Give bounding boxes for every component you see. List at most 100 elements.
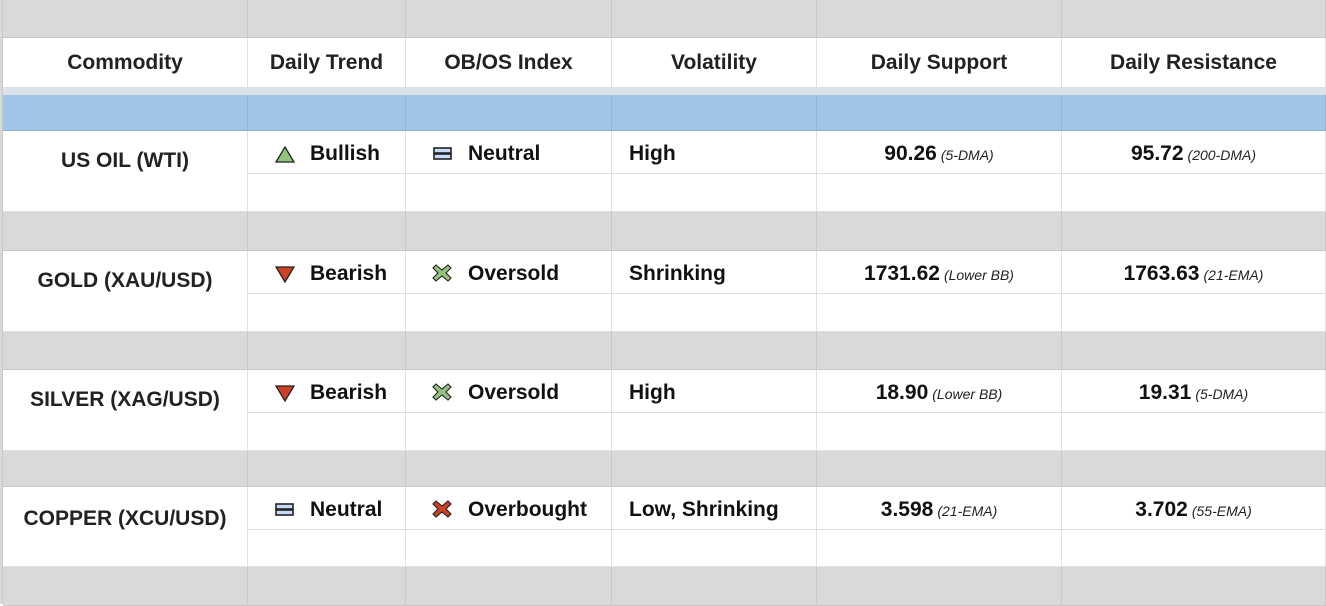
equals-icon — [275, 503, 294, 516]
cell[interactable] — [406, 567, 612, 606]
cell[interactable] — [406, 413, 612, 451]
cell[interactable]: COPPER (XCU/USD) — [3, 487, 248, 530]
cross-green-icon — [432, 264, 452, 282]
cell[interactable] — [817, 212, 1062, 251]
cell[interactable] — [817, 0, 1062, 38]
cell[interactable]: Oversold — [406, 251, 612, 294]
cell[interactable] — [1062, 95, 1326, 131]
cell[interactable] — [612, 174, 817, 212]
cell[interactable]: Low, Shrinking — [612, 487, 817, 530]
cell[interactable]: Bearish — [248, 251, 406, 294]
cell[interactable]: 90.26 (5-DMA) — [817, 131, 1062, 174]
cell[interactable] — [817, 294, 1062, 332]
cell[interactable] — [1062, 174, 1326, 212]
cell[interactable] — [612, 451, 817, 487]
cell[interactable]: 19.31 (5-DMA) — [1062, 370, 1326, 413]
cell[interactable] — [248, 530, 406, 567]
cell[interactable] — [248, 567, 406, 606]
cell[interactable] — [248, 0, 406, 38]
cell[interactable] — [817, 95, 1062, 131]
cell[interactable] — [1062, 451, 1326, 487]
cell[interactable] — [817, 174, 1062, 212]
cell[interactable]: OB/OS Index — [406, 38, 612, 88]
cell[interactable] — [406, 530, 612, 567]
cell[interactable] — [1062, 413, 1326, 451]
cell[interactable] — [1062, 567, 1326, 606]
cell[interactable] — [3, 332, 248, 370]
cell[interactable] — [612, 95, 817, 131]
cell[interactable]: High — [612, 370, 817, 413]
cell[interactable] — [406, 174, 612, 212]
cell[interactable] — [1062, 332, 1326, 370]
cell[interactable] — [3, 294, 248, 332]
triangle-up-icon — [274, 145, 296, 163]
cell[interactable] — [1062, 530, 1326, 567]
cell[interactable]: 1731.62 (Lower BB) — [817, 251, 1062, 294]
cell[interactable]: Commodity — [3, 38, 248, 88]
cell[interactable]: Daily Resistance — [1062, 38, 1326, 88]
cell[interactable]: Volatility — [612, 38, 817, 88]
cell[interactable] — [406, 294, 612, 332]
cell[interactable]: GOLD (XAU/USD) — [3, 251, 248, 294]
cell[interactable] — [248, 332, 406, 370]
cell[interactable] — [3, 0, 248, 38]
cell[interactable]: Overbought — [406, 487, 612, 530]
cell[interactable]: Neutral — [406, 131, 612, 174]
cell[interactable]: 3.598 (21-EMA) — [817, 487, 1062, 530]
cell[interactable] — [3, 451, 248, 487]
cell[interactable] — [1062, 0, 1326, 38]
cell[interactable] — [406, 95, 612, 131]
cell[interactable] — [406, 451, 612, 487]
cell[interactable]: 95.72 (200-DMA) — [1062, 131, 1326, 174]
cell[interactable]: 3.702 (55-EMA) — [1062, 487, 1326, 530]
cell[interactable] — [817, 413, 1062, 451]
cell[interactable] — [248, 95, 406, 131]
cell[interactable] — [248, 451, 406, 487]
cell[interactable]: 1763.63 (21-EMA) — [1062, 251, 1326, 294]
cell[interactable]: SILVER (XAG/USD) — [3, 370, 248, 413]
cell[interactable] — [612, 530, 817, 567]
cell[interactable] — [612, 332, 817, 370]
cell[interactable] — [1062, 212, 1326, 251]
cell[interactable] — [612, 212, 817, 251]
cell[interactable] — [3, 567, 248, 606]
cell[interactable]: Daily Trend — [248, 38, 406, 88]
cell[interactable] — [3, 413, 248, 451]
cell[interactable] — [612, 567, 817, 606]
cell[interactable]: 18.90 (Lower BB) — [817, 370, 1062, 413]
cell[interactable] — [817, 530, 1062, 567]
cell[interactable]: Bearish — [248, 370, 406, 413]
cell[interactable] — [406, 332, 612, 370]
commodity-name: SILVER (XAG/USD) — [30, 388, 220, 411]
cell[interactable] — [3, 95, 248, 131]
cell[interactable] — [406, 212, 612, 251]
cell[interactable]: High — [612, 131, 817, 174]
cell[interactable] — [612, 294, 817, 332]
cell[interactable]: Daily Support — [817, 38, 1062, 88]
cell[interactable] — [612, 0, 817, 38]
cell[interactable]: Bullish — [248, 131, 406, 174]
cell[interactable] — [612, 413, 817, 451]
cell[interactable] — [248, 212, 406, 251]
cell[interactable] — [1062, 294, 1326, 332]
support-value: 1731.62 (Lower BB) — [817, 262, 1061, 286]
cell[interactable]: Shrinking — [612, 251, 817, 294]
cell[interactable]: Neutral — [248, 487, 406, 530]
resistance-note: (55-EMA) — [1191, 503, 1252, 519]
cell[interactable] — [248, 294, 406, 332]
cell[interactable] — [3, 212, 248, 251]
support-note: (Lower BB) — [943, 267, 1014, 283]
cell[interactable] — [248, 413, 406, 451]
cell[interactable]: Oversold — [406, 370, 612, 413]
cross-red-icon — [432, 500, 452, 518]
cell[interactable] — [817, 567, 1062, 606]
cell[interactable] — [248, 174, 406, 212]
header-divider — [3, 88, 1326, 95]
cell[interactable] — [3, 530, 248, 567]
cell[interactable] — [3, 174, 248, 212]
resistance-value: 3.702 (55-EMA) — [1062, 498, 1325, 522]
cell[interactable] — [817, 451, 1062, 487]
cell[interactable] — [817, 332, 1062, 370]
cell[interactable]: US OIL (WTI) — [3, 131, 248, 174]
cell[interactable] — [406, 0, 612, 38]
